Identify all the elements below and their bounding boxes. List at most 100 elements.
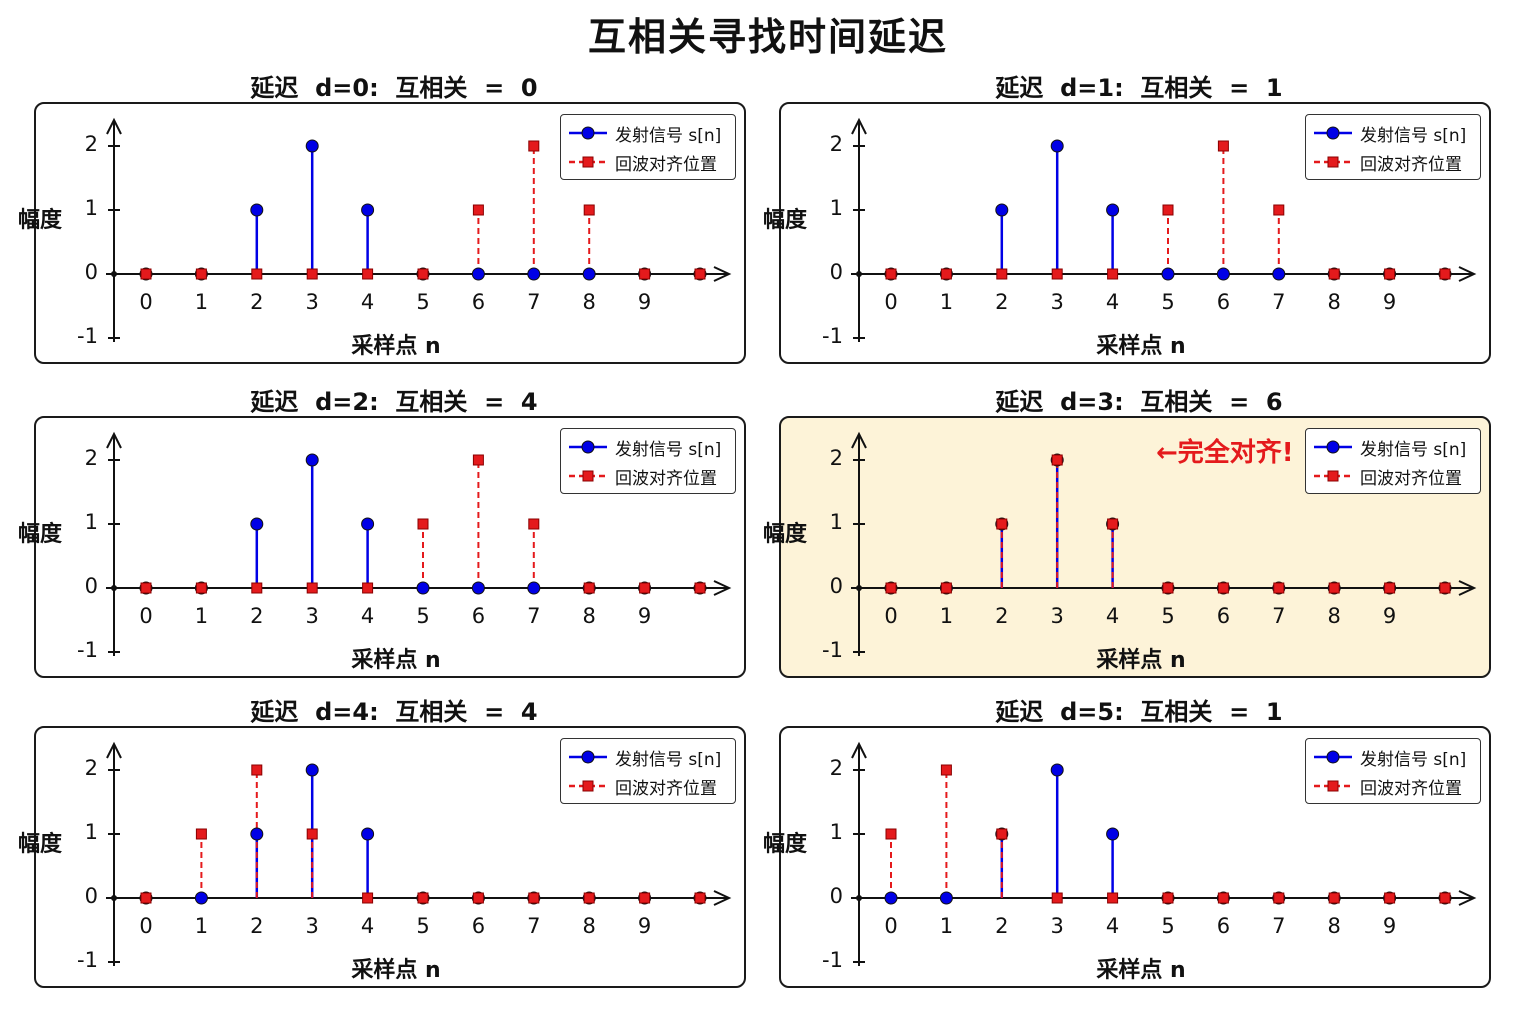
x-axis-label: 采样点 n xyxy=(351,334,441,359)
signal-point xyxy=(305,139,319,153)
legend-swatches xyxy=(569,750,607,792)
legend-swatches xyxy=(1314,750,1352,792)
echo-point xyxy=(1051,454,1063,466)
echo-point xyxy=(694,582,706,594)
x-tick-label: 5 xyxy=(1161,914,1175,938)
x-tick-label: 5 xyxy=(1161,290,1175,314)
x-tick-label: 7 xyxy=(1272,914,1286,938)
echo-point xyxy=(885,828,897,840)
x-tick-label: 2 xyxy=(250,604,264,628)
panel-title: 延迟 d=3: 互相关 = 6 xyxy=(995,388,1283,416)
echo-point xyxy=(1107,518,1119,530)
y-tick-label: -1 xyxy=(77,638,98,662)
echo-point xyxy=(251,764,263,776)
x-axis-arrow xyxy=(713,890,732,906)
x-tick-label: 3 xyxy=(305,604,319,628)
echo-point xyxy=(472,204,484,216)
echo-point xyxy=(1217,140,1229,152)
x-tick-label: 4 xyxy=(1105,290,1120,314)
echo-point xyxy=(1439,268,1451,280)
signal-point xyxy=(939,891,953,905)
plot-panel: -1 0 1 2 0 1 2 3 4 5 6 7 8 9 幅度 采样点 n 发射信号 s[n] 回波对齐位置 xyxy=(18,102,746,364)
x-tick-label: 0 xyxy=(139,914,153,938)
echo-point xyxy=(528,892,540,904)
echo-point xyxy=(1273,582,1285,594)
plot-panel: -1 0 1 2 0 1 2 3 4 5 6 7 8 9 幅度 采样点 n 发射信号 s[n] 回波对齐位置 xyxy=(763,726,1491,988)
x-tick-label: 1 xyxy=(194,290,209,314)
x-axis-label: 采样点 n xyxy=(1096,958,1186,983)
y-tick-label: 2 xyxy=(829,132,843,156)
legend: 发射信号 s[n] 回波对齐位置 xyxy=(1305,428,1481,494)
y-tick-label: 2 xyxy=(84,132,98,156)
plot-area xyxy=(106,741,732,966)
legend-label-echo: 回波对齐位置 xyxy=(615,469,717,489)
signal-point xyxy=(305,453,319,467)
x-tick-label: 1 xyxy=(939,290,954,314)
x-tick-label: 9 xyxy=(1382,914,1397,938)
legend-label-signal: 发射信号 s[n] xyxy=(1360,126,1467,146)
echo-point xyxy=(417,268,429,280)
legend-label-signal: 发射信号 s[n] xyxy=(615,750,722,770)
x-tick-label: 2 xyxy=(250,914,264,938)
y-axis-arrow xyxy=(106,431,122,449)
echo-point xyxy=(306,828,318,840)
signal-point xyxy=(995,203,1009,217)
echo-point xyxy=(195,582,207,594)
x-axis-arrow xyxy=(713,266,732,282)
echo-point xyxy=(1162,204,1174,216)
x-tick-label: 7 xyxy=(1272,604,1286,628)
chart-cell-3: 延迟 d=3: 互相关 = 6 -1 0 1 2 0 1 2 3 4 5 6 7 8 9 幅度 采样点 n ←完全… xyxy=(763,382,1499,694)
legend-marker-signal xyxy=(581,126,595,140)
echo-point xyxy=(1107,892,1119,904)
y-axis-arrow xyxy=(106,117,122,135)
y-axis-label: 幅度 xyxy=(763,832,808,857)
y-tick-label: 0 xyxy=(84,574,98,598)
signal-point xyxy=(361,517,375,531)
x-tick-label: 3 xyxy=(305,290,319,314)
panel-title: 延迟 d=2: 互相关 = 4 xyxy=(250,388,538,416)
echo-point xyxy=(583,204,595,216)
y-tick-label: 0 xyxy=(829,260,843,284)
chart-cell-1: 延迟 d=1: 互相关 = 1 -1 0 1 2 0 1 2 3 4 5 6 7 8 9 幅度 采样点 n 发射信… xyxy=(763,68,1499,380)
plot-panel: -1 0 1 2 0 1 2 3 4 5 6 7 8 9 幅度 采样点 n 发射信号 s[n] 回波对齐位置 xyxy=(18,726,746,988)
x-tick-label: 7 xyxy=(527,290,541,314)
echo-point xyxy=(528,518,540,530)
signal-point xyxy=(471,581,485,595)
x-tick-label: 1 xyxy=(939,604,954,628)
legend-label-echo: 回波对齐位置 xyxy=(1360,779,1462,799)
echo-point xyxy=(940,582,952,594)
x-tick-label: 7 xyxy=(1272,290,1286,314)
chart-cell-0: 延迟 d=0: 互相关 = 0 -1 0 1 2 0 1 2 3 4 5 6 7 8 9 幅度 采样点 n 发射信… xyxy=(18,68,754,380)
x-tick-label: 6 xyxy=(471,290,486,314)
signal-point xyxy=(1272,267,1286,281)
echo-point xyxy=(140,268,152,280)
legend-label-echo: 回波对齐位置 xyxy=(1360,469,1462,489)
y-axis-arrow xyxy=(851,741,867,759)
signal-point xyxy=(1050,139,1064,153)
y-tick-label: 1 xyxy=(84,196,98,220)
signal-point xyxy=(527,581,541,595)
legend-label-signal: 发射信号 s[n] xyxy=(615,126,722,146)
legend-marker-signal xyxy=(1326,126,1340,140)
echo-point xyxy=(1384,892,1396,904)
legend-marker-signal xyxy=(581,440,595,454)
panel-title: 延迟 d=5: 互相关 = 1 xyxy=(995,698,1283,726)
y-tick-label: -1 xyxy=(77,324,98,348)
x-tick-label: 0 xyxy=(139,290,153,314)
echo-point xyxy=(140,582,152,594)
plot-panel: -1 0 1 2 0 1 2 3 4 5 6 7 8 9 幅度 采样点 n ←完全对齐! 发射信号 s[n] 回波对… xyxy=(763,416,1491,678)
signal-point xyxy=(250,203,264,217)
echo-point xyxy=(1162,582,1174,594)
x-tick-label: 8 xyxy=(1327,604,1341,628)
x-tick-label: 8 xyxy=(1327,290,1341,314)
x-axis-arrow xyxy=(1458,580,1477,596)
panel-title: 延迟 d=0: 互相关 = 0 xyxy=(250,74,538,102)
echo-point xyxy=(362,268,374,280)
signal-point xyxy=(416,581,430,595)
echo-point xyxy=(583,892,595,904)
x-tick-label: 3 xyxy=(305,914,319,938)
echo-point xyxy=(306,268,318,280)
y-tick-label: 2 xyxy=(829,756,843,780)
echo-point xyxy=(583,582,595,594)
signal-point xyxy=(305,763,319,777)
